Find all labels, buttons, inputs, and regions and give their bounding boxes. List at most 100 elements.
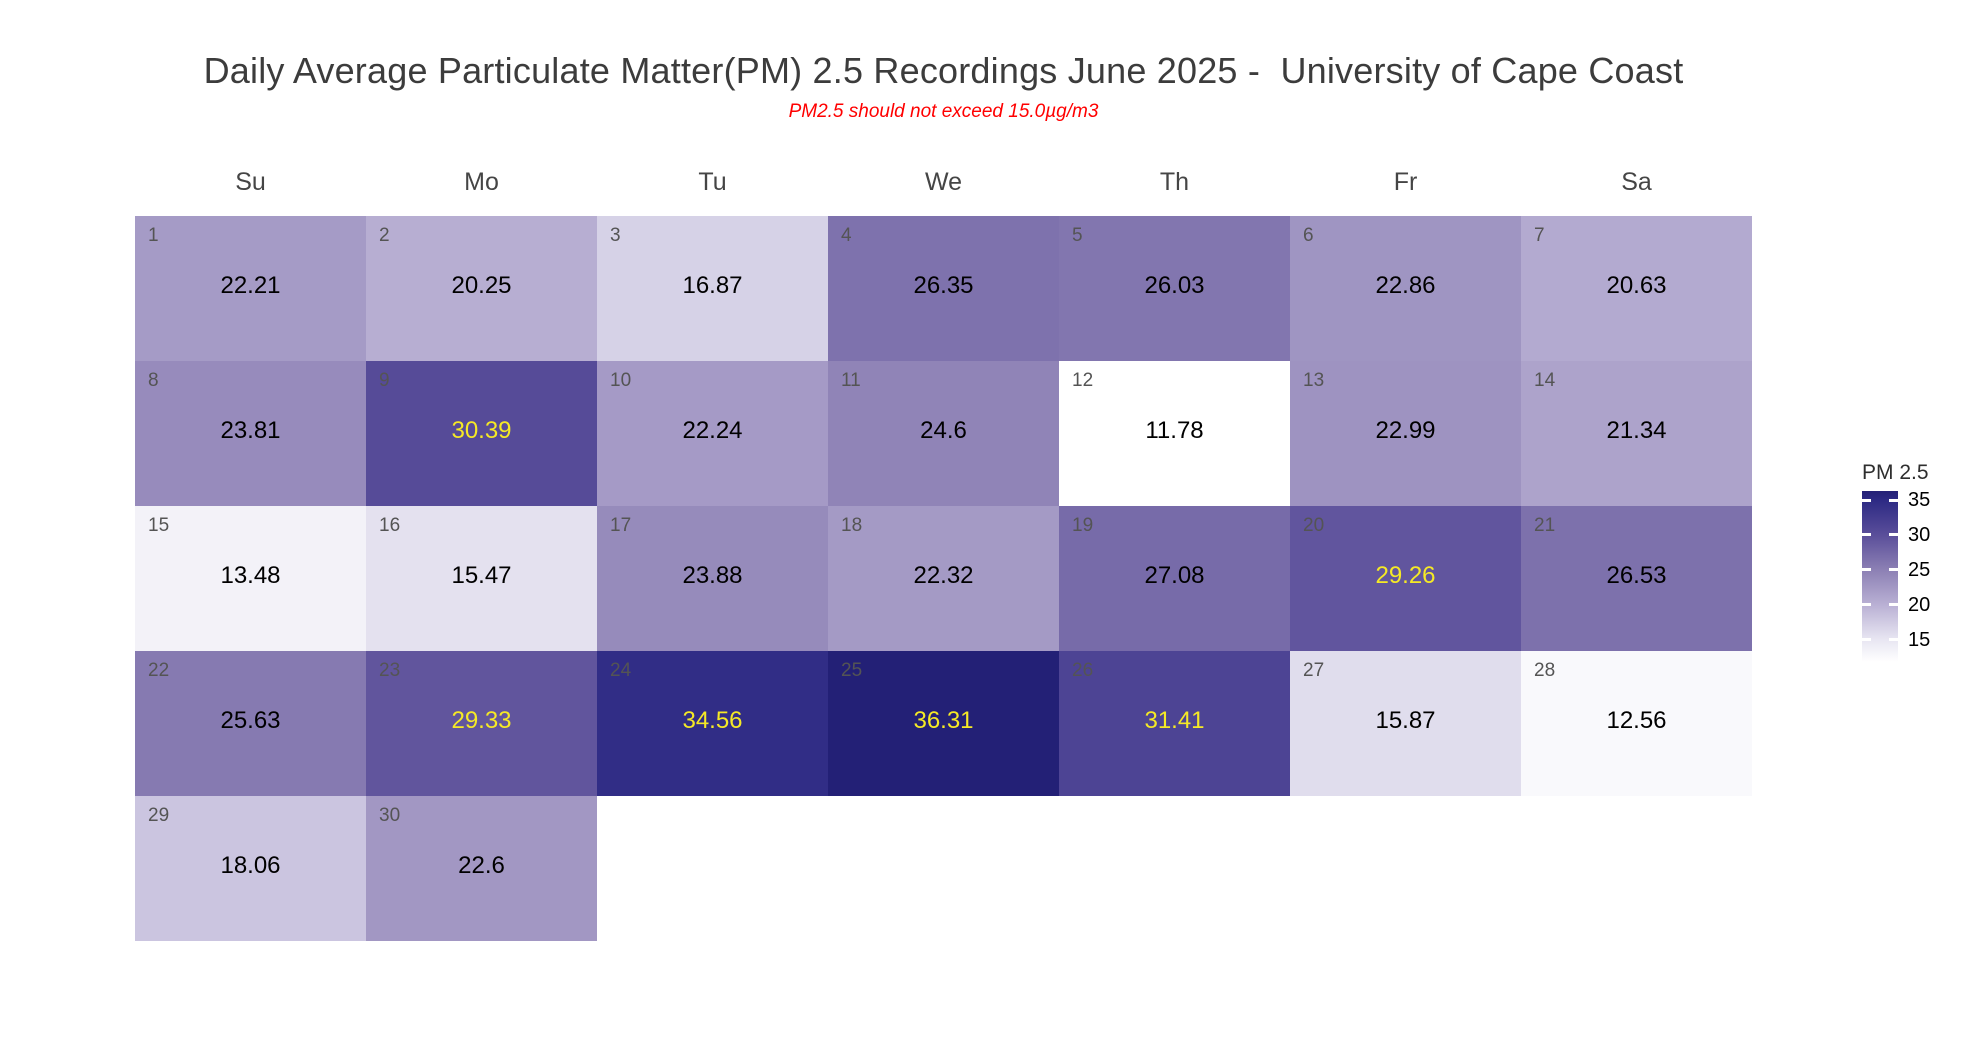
pm-value-label: 20.63: [1606, 271, 1667, 299]
calendar-cell-day-6: 6 22.86: [1290, 216, 1521, 361]
day-number: 6: [1303, 225, 1314, 246]
day-number: 17: [610, 515, 632, 536]
pm-value-label: 26.03: [1144, 271, 1205, 299]
calendar-cell-day-2: 2 20.25: [366, 216, 597, 361]
calendar-cell-day-14: 14 21.34: [1521, 361, 1752, 506]
legend-tick-label-20: 20: [1908, 593, 1931, 616]
legend-tick-mark: [1889, 498, 1898, 502]
day-number: 20: [1303, 515, 1325, 536]
weekday-header-su: Su: [235, 168, 266, 196]
pm-value-label: 18.06: [220, 851, 281, 879]
pm-value-label: 20.25: [451, 271, 512, 299]
day-number: 22: [148, 660, 170, 681]
day-number: 11: [841, 370, 861, 391]
calendar-cell-day-26: 26 31.41: [1059, 651, 1290, 796]
calendar-cell-day-13: 13 22.99: [1290, 361, 1521, 506]
pm-value-label: 30.39: [451, 416, 512, 444]
legend-tick-mark: [1889, 568, 1898, 572]
calendar-cell-day-20: 20 29.26: [1290, 506, 1521, 651]
legend-tick-mark: [1889, 603, 1898, 607]
pm-value-label: 22.6: [458, 851, 505, 879]
legend-tick-mark: [1862, 603, 1871, 607]
legend-tick-mark: [1889, 638, 1898, 642]
day-number: 14: [1534, 370, 1556, 391]
pm-value-label: 24.6: [920, 416, 967, 444]
calendar-cell-day-12: 12 11.78: [1059, 361, 1290, 506]
calendar-cell-day-15: 15 13.48: [135, 506, 366, 651]
calendar-cell-day-9: 9 30.39: [366, 361, 597, 506]
pm-value-label: 13.48: [220, 561, 281, 589]
day-number: 18: [841, 515, 863, 536]
pm-value-label: 22.32: [913, 561, 974, 589]
legend-tick-label-35: 35: [1908, 489, 1931, 512]
calendar-cell-day-23: 23 29.33: [366, 651, 597, 796]
day-number: 24: [610, 660, 632, 681]
day-number: 7: [1534, 225, 1545, 246]
legend-tick-mark: [1862, 533, 1871, 537]
calendar-cell-day-10: 10 22.24: [597, 361, 828, 506]
legend-tick-label-30: 30: [1908, 523, 1931, 546]
weekday-header-sa: Sa: [1621, 168, 1652, 196]
day-number: 12: [1072, 370, 1094, 391]
calendar-cell-day-5: 5 26.03: [1059, 216, 1290, 361]
day-number: 16: [379, 515, 401, 536]
chart-subtitle: PM2.5 should not exceed 15.0µg/m3: [788, 101, 1099, 122]
weekday-header-th: Th: [1159, 168, 1190, 196]
calendar-cell-day-18: 18 22.32: [828, 506, 1059, 651]
calendar-cell-day-8: 8 23.81: [135, 361, 366, 506]
legend-tick-mark: [1889, 533, 1898, 537]
day-number: 28: [1534, 660, 1556, 681]
weekday-header-mo: Mo: [464, 168, 499, 196]
legend-title: PM 2.5: [1862, 461, 1929, 484]
calendar-cell-day-29: 29 18.06: [135, 796, 366, 941]
pm-value-label: 16.87: [682, 271, 743, 299]
day-number: 5: [1072, 225, 1083, 246]
day-number: 9: [379, 370, 390, 391]
day-number: 15: [148, 515, 170, 536]
pm-value-label: 26.35: [913, 271, 974, 299]
legend-tick-mark: [1862, 568, 1871, 572]
day-number: 1: [148, 225, 159, 246]
day-number: 3: [610, 225, 621, 246]
pm-value-label: 25.63: [220, 706, 281, 734]
calendar-cell-day-7: 7 20.63: [1521, 216, 1752, 361]
pm-value-label: 34.56: [682, 706, 743, 734]
calendar-cell-day-21: 21 26.53: [1521, 506, 1752, 651]
day-number: 2: [379, 225, 390, 246]
day-number: 13: [1303, 370, 1325, 391]
pm-value-label: 23.81: [220, 416, 281, 444]
calendar-cell-day-4: 4 26.35: [828, 216, 1059, 361]
pm-value-label: 22.99: [1375, 416, 1436, 444]
pm-value-label: 26.53: [1606, 561, 1667, 589]
day-number: 4: [841, 225, 852, 246]
day-number: 30: [379, 805, 401, 826]
weekday-header-we: We: [924, 168, 963, 196]
legend-tick-mark: [1862, 638, 1871, 642]
legend-colorbar: [1862, 491, 1898, 662]
legend-tick-mark: [1862, 498, 1871, 502]
pm-value-label: 15.87: [1375, 706, 1436, 734]
weekday-header-fr: Fr: [1393, 168, 1418, 196]
day-number: 10: [610, 370, 632, 391]
pm-value-label: 12.56: [1606, 706, 1667, 734]
pm-value-label: 22.21: [220, 271, 281, 299]
day-number: 26: [1072, 660, 1094, 681]
pm-value-label: 23.88: [682, 561, 743, 589]
weekday-header-tu: Tu: [698, 168, 727, 196]
day-number: 27: [1303, 660, 1325, 681]
calendar-cell-day-1: 1 22.21: [135, 216, 366, 361]
pm-value-label: 22.86: [1375, 271, 1436, 299]
calendar-cell-day-11: 11 24.6: [828, 361, 1059, 506]
chart-title: Daily Average Particulate Matter(PM) 2.5…: [203, 50, 1684, 91]
legend-tick-label-25: 25: [1908, 558, 1931, 581]
calendar-cell-day-24: 24 34.56: [597, 651, 828, 796]
calendar-cell-day-30: 30 22.6: [366, 796, 597, 941]
pm-value-label: 27.08: [1144, 561, 1205, 589]
pm-value-label: 22.24: [682, 416, 743, 444]
day-number: 25: [841, 660, 863, 681]
calendar-cell-day-17: 17 23.88: [597, 506, 828, 651]
day-number: 23: [379, 660, 401, 681]
calendar-cell-day-19: 19 27.08: [1059, 506, 1290, 651]
calendar-cell-day-27: 27 15.87: [1290, 651, 1521, 796]
